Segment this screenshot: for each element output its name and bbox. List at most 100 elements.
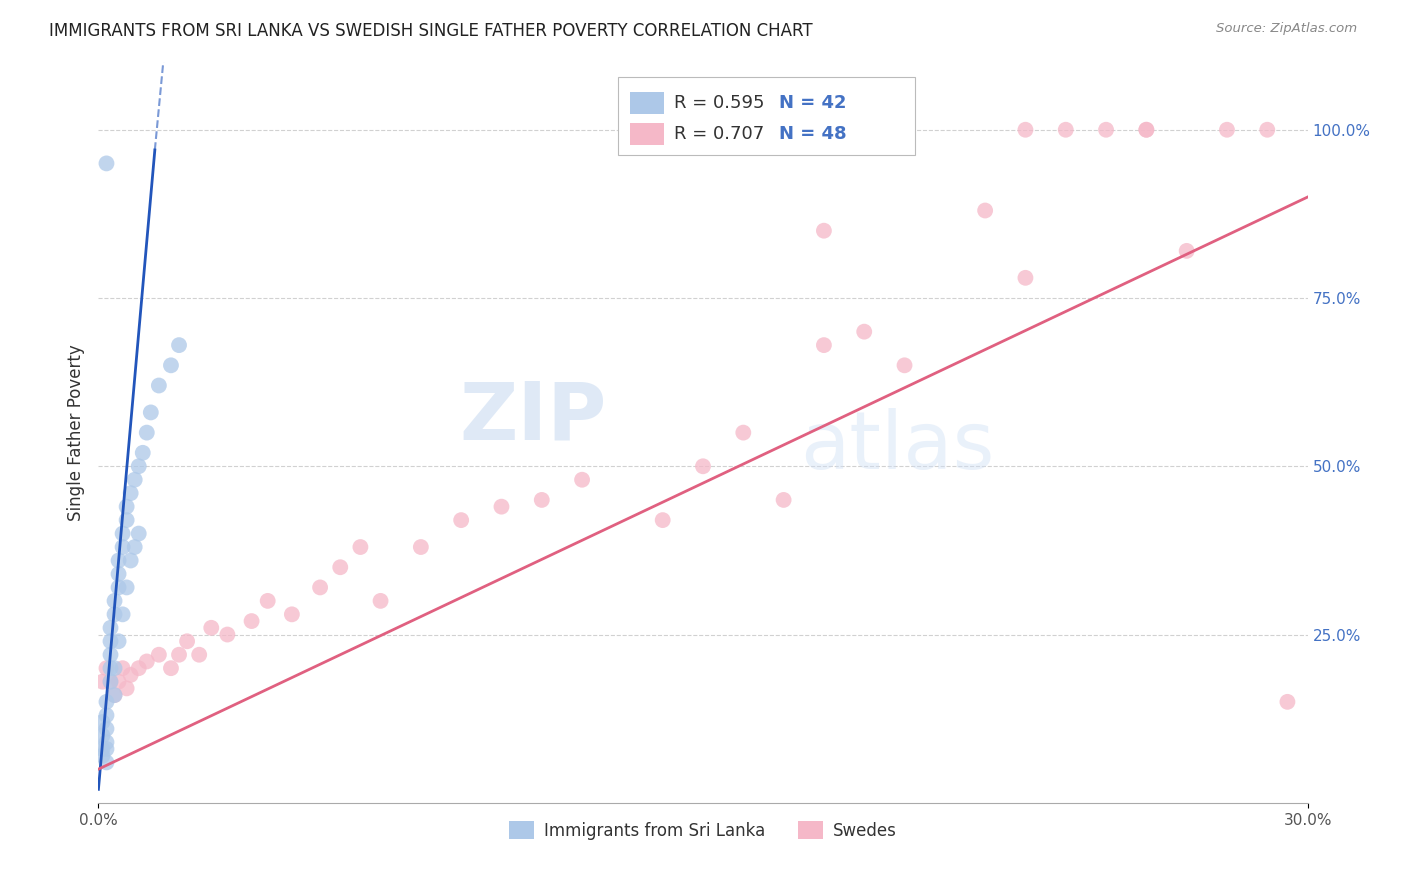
Point — [111, 607, 134, 622]
Point — [124, 540, 146, 554]
Text: N = 42: N = 42 — [779, 95, 846, 112]
Point — [111, 540, 134, 554]
Point — [107, 553, 129, 567]
Point — [103, 688, 125, 702]
Point — [120, 668, 142, 682]
Point — [96, 661, 118, 675]
Point — [409, 540, 432, 554]
Y-axis label: Single Father Poverty: Single Father Poverty — [66, 344, 84, 521]
Point — [115, 581, 138, 595]
Point — [148, 378, 170, 392]
Point — [111, 526, 134, 541]
Point — [96, 695, 118, 709]
Point — [96, 756, 118, 770]
Point — [1256, 122, 1278, 136]
Point — [96, 722, 118, 736]
Point — [107, 581, 129, 595]
Point — [107, 566, 129, 581]
Point — [96, 708, 118, 723]
Point — [1054, 122, 1077, 136]
Point — [281, 607, 304, 622]
Point — [91, 714, 114, 729]
Point — [96, 156, 118, 170]
Point — [167, 338, 190, 352]
Point — [188, 648, 211, 662]
Text: atlas: atlas — [800, 409, 994, 486]
Point — [1014, 122, 1036, 136]
Point — [530, 492, 553, 507]
Point — [139, 405, 162, 419]
Point — [135, 655, 157, 669]
Point — [893, 359, 915, 373]
Text: Source: ZipAtlas.com: Source: ZipAtlas.com — [1216, 22, 1357, 36]
Point — [96, 742, 118, 756]
Text: R = 0.707: R = 0.707 — [673, 125, 765, 144]
Point — [111, 661, 134, 675]
Point — [450, 513, 472, 527]
Point — [200, 621, 222, 635]
Point — [217, 627, 239, 641]
Point — [1095, 122, 1118, 136]
Text: N = 48: N = 48 — [779, 125, 846, 144]
Point — [651, 513, 673, 527]
Point — [772, 492, 794, 507]
Point — [128, 526, 150, 541]
Point — [1216, 122, 1239, 136]
Point — [103, 661, 125, 675]
Point — [176, 634, 198, 648]
Point — [107, 634, 129, 648]
Point — [115, 681, 138, 696]
Point — [107, 674, 129, 689]
Point — [1014, 270, 1036, 285]
Point — [349, 540, 371, 554]
Point — [1135, 122, 1157, 136]
Point — [160, 359, 183, 373]
Point — [103, 607, 125, 622]
Point — [813, 338, 835, 352]
Point — [124, 473, 146, 487]
Legend: Immigrants from Sri Lanka, Swedes: Immigrants from Sri Lanka, Swedes — [502, 814, 904, 847]
Point — [692, 459, 714, 474]
Point — [115, 513, 138, 527]
Point — [100, 648, 122, 662]
FancyBboxPatch shape — [630, 92, 664, 114]
FancyBboxPatch shape — [619, 78, 915, 155]
Point — [100, 661, 122, 675]
Point — [1277, 695, 1299, 709]
Point — [240, 614, 263, 628]
Point — [491, 500, 513, 514]
Point — [100, 674, 122, 689]
Point — [148, 648, 170, 662]
Point — [160, 661, 183, 675]
Point — [571, 473, 593, 487]
Point — [135, 425, 157, 440]
Point — [100, 674, 122, 689]
Point — [853, 325, 876, 339]
Point — [128, 459, 150, 474]
Point — [91, 748, 114, 763]
Text: ZIP: ZIP — [458, 379, 606, 457]
Point — [256, 594, 278, 608]
Point — [974, 203, 997, 218]
Point — [120, 486, 142, 500]
Point — [100, 634, 122, 648]
Point — [309, 581, 332, 595]
Point — [167, 648, 190, 662]
Point — [1135, 122, 1157, 136]
Point — [100, 621, 122, 635]
Point — [103, 688, 125, 702]
Point — [96, 735, 118, 749]
FancyBboxPatch shape — [630, 123, 664, 145]
Text: R = 0.595: R = 0.595 — [673, 95, 765, 112]
Point — [91, 742, 114, 756]
Point — [733, 425, 755, 440]
Point — [370, 594, 392, 608]
Point — [132, 446, 155, 460]
Text: IMMIGRANTS FROM SRI LANKA VS SWEDISH SINGLE FATHER POVERTY CORRELATION CHART: IMMIGRANTS FROM SRI LANKA VS SWEDISH SIN… — [49, 22, 813, 40]
Point — [128, 661, 150, 675]
Point — [1175, 244, 1198, 258]
Point — [115, 500, 138, 514]
Point — [329, 560, 352, 574]
Point — [103, 594, 125, 608]
Point — [91, 729, 114, 743]
